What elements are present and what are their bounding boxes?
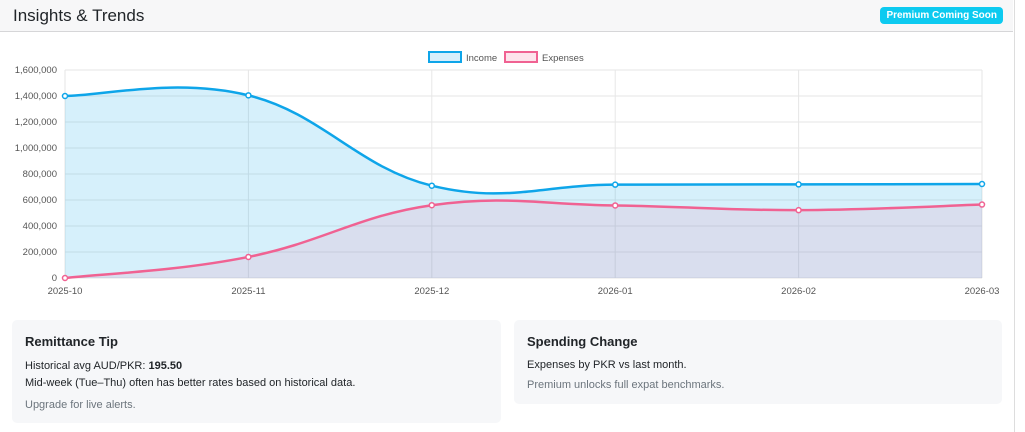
- point-expenses: [61, 274, 69, 282]
- spending-text: Expenses by PKR vs last month.: [527, 359, 687, 371]
- remittance-tip-card: Remittance Tip Historical avg AUD/PKR: 1…: [12, 320, 501, 423]
- point-income: [611, 181, 619, 188]
- legend-swatch-income: [428, 51, 462, 63]
- point-expenses: [611, 202, 619, 209]
- avg-rate-text: Historical avg AUD/PKR: 195.50: [25, 360, 182, 372]
- x-tick-label: 2025-12: [414, 286, 449, 297]
- line-expenses: [64, 199, 983, 280]
- point-income: [428, 182, 436, 189]
- spending-change-card: Spending Change Expenses by PKR vs last …: [514, 320, 1002, 404]
- premium-badge: Premium Coming Soon: [880, 7, 1003, 24]
- point-income: [978, 180, 986, 188]
- card-title: Remittance Tip: [25, 334, 118, 349]
- point-expenses: [245, 253, 252, 261]
- legend-swatch-expenses: [504, 51, 538, 63]
- legend-label: Income: [466, 53, 497, 64]
- tip-text: Mid-week (Tue–Thu) often has better rate…: [25, 377, 356, 389]
- scrollbar[interactable]: [1014, 0, 1025, 432]
- y-tick-label: 400,000: [23, 221, 57, 232]
- x-tick-label: 2025-11: [231, 286, 265, 297]
- point-expenses: [795, 206, 802, 214]
- area-income: [65, 87, 982, 278]
- line-income: [64, 86, 983, 195]
- y-tick-label: 1,600,000: [15, 65, 57, 76]
- avg-rate-value: 195.50: [148, 360, 183, 372]
- premium-text: Premium unlocks full expat benchmarks.: [527, 379, 725, 391]
- x-tick-label: 2026-01: [598, 286, 633, 297]
- avg-rate-label: Historical avg AUD/PKR:: [25, 360, 149, 372]
- card-title: Spending Change: [527, 334, 638, 349]
- y-tick-label: 0: [52, 273, 57, 284]
- x-tick-label: 2026-03: [965, 286, 1000, 297]
- trend-chart: 0 200,000 400,000 600,000 800,000 1,000,000 1,…: [15, 51, 1000, 297]
- legend-label: Expenses: [542, 53, 584, 64]
- y-tick-label: 800,000: [23, 169, 57, 180]
- upgrade-text: Upgrade for live alerts.: [25, 399, 136, 411]
- y-tick-label: 600,000: [23, 195, 57, 206]
- point-income: [795, 181, 802, 188]
- point-income: [61, 92, 69, 100]
- point-expenses: [428, 201, 436, 209]
- y-tick-label: 1,000,000: [15, 143, 57, 154]
- area-expenses: [65, 200, 982, 278]
- y-tick-label: 1,400,000: [15, 91, 57, 102]
- x-tick-label: 2025-10: [48, 286, 83, 297]
- header: Insights & Trends Premium Coming Soon: [0, 0, 1013, 32]
- x-tick-label: 2026-02: [781, 286, 816, 297]
- y-tick-label: 1,200,000: [15, 117, 57, 128]
- y-tick-label: 200,000: [23, 247, 57, 258]
- point-expenses: [978, 201, 986, 208]
- point-income: [245, 92, 252, 99]
- page-title: Insights & Trends: [13, 6, 145, 25]
